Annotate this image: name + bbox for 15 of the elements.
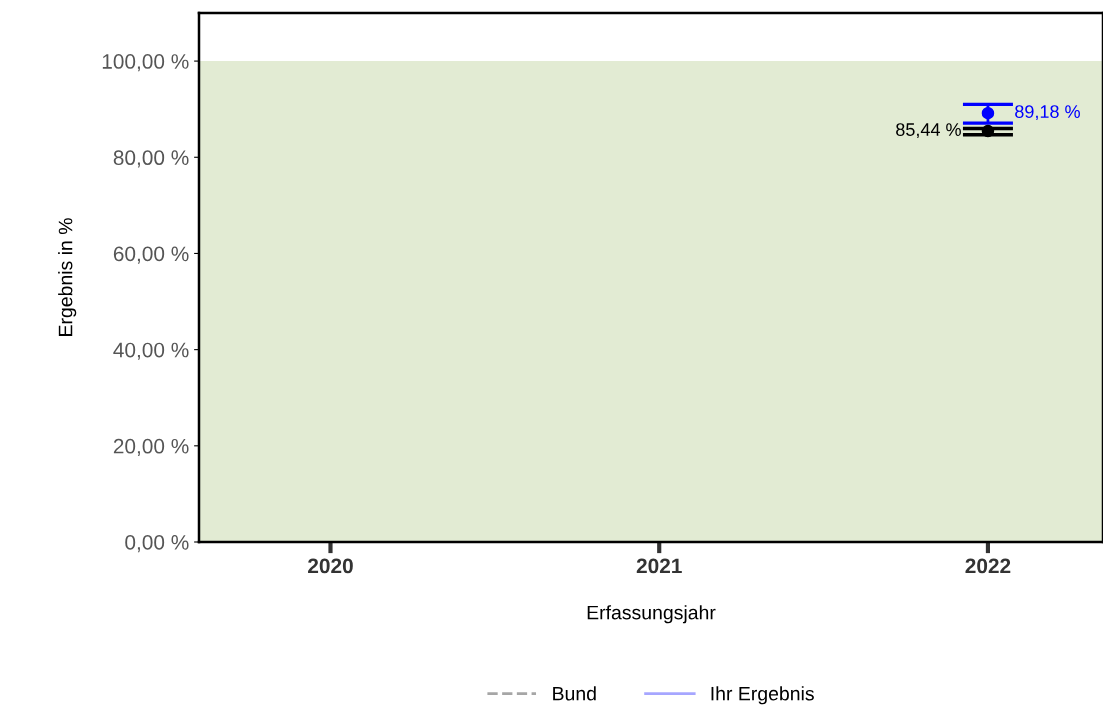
x-axis-title: Erfassungsjahr <box>587 605 716 624</box>
data-label: 89,18 % <box>1015 105 1080 121</box>
y-tick-label: 40,00 % <box>113 342 189 360</box>
y-tick-label: 80,00 % <box>113 150 189 168</box>
data-label: 85,44 % <box>896 123 961 139</box>
y-tick-label: 0,00 % <box>125 535 189 553</box>
y-tick-label: 60,00 % <box>113 246 189 264</box>
legend-label: Bund <box>553 686 596 701</box>
x-tick-label: 2022 <box>965 558 1011 574</box>
x-tick-label: 2021 <box>636 558 682 574</box>
y-tick-label: 100,00 % <box>102 54 189 72</box>
legend-label: Ihr Ergebnis <box>711 686 814 705</box>
x-tick-label: 2020 <box>308 558 353 574</box>
y-axis-title: Ergebnis in % <box>58 218 77 336</box>
y-tick-label: 20,00 % <box>113 438 189 457</box>
